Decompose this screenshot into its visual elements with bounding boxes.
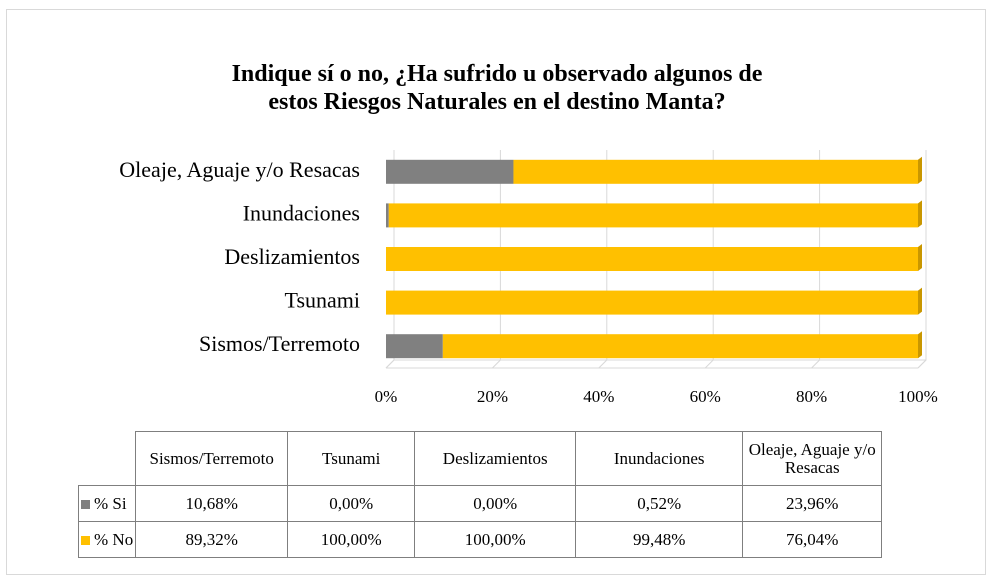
x-tick-label: 60% xyxy=(690,387,721,406)
bar-side xyxy=(918,244,922,271)
x-tick-label: 20% xyxy=(477,387,508,406)
bar-side xyxy=(918,156,922,184)
x-tick-label: 40% xyxy=(583,387,614,406)
category-label: Oleaje, Aguaje y/o Resacas xyxy=(119,157,360,182)
table-value: 0,52% xyxy=(575,485,744,522)
table-value: 100,00% xyxy=(414,521,577,558)
legend-label: % Si xyxy=(94,493,127,513)
legend-cell: % No xyxy=(77,521,137,558)
table-header: Deslizamientos xyxy=(414,431,577,486)
bar-side xyxy=(918,331,922,359)
category-label: Inundaciones xyxy=(243,200,360,225)
chart-frame xyxy=(6,9,986,575)
table-value: 23,96% xyxy=(742,485,883,522)
legend-label: % No xyxy=(94,529,134,549)
table-header: Sismos/Terremoto xyxy=(135,431,289,486)
bar-segment xyxy=(442,334,918,359)
x-tick-label: 80% xyxy=(796,387,827,406)
table-value: 99,48% xyxy=(575,521,744,558)
legend-swatch xyxy=(81,535,90,545)
table-value: 89,32% xyxy=(135,521,289,558)
category-label: Deslizamientos xyxy=(224,244,360,269)
category-label: Tsunami xyxy=(285,288,360,313)
table-row: % Si 10,68% 0,00% 0,00% 0,52% 23,96% xyxy=(77,485,883,522)
table-value: 100,00% xyxy=(287,521,416,558)
table-header: Inundaciones xyxy=(575,431,744,486)
legend-cell: % Si xyxy=(77,485,137,522)
data-table: Sismos/Terremoto Tsunami Deslizamientos Inu… xyxy=(77,431,883,558)
table-row: % No 89,32% 100,00% 100,00% 99,48% 76,04% xyxy=(77,521,883,558)
bar-segment xyxy=(386,334,443,359)
category-label: Sismos/Terremoto xyxy=(199,331,360,356)
table-header: Oleaje, Aguaje y/o Resacas xyxy=(742,431,883,486)
legend-swatch xyxy=(81,499,90,509)
bar-segment xyxy=(386,247,918,271)
table-header-row: Sismos/Terremoto Tsunami Deslizamientos Inu… xyxy=(78,431,883,486)
bar-side xyxy=(918,200,922,228)
x-tick-label: 100% xyxy=(898,387,938,406)
bar-segment xyxy=(388,203,919,228)
table-header: Tsunami xyxy=(287,431,416,486)
bar-segment xyxy=(386,290,918,315)
table-corner xyxy=(78,431,137,486)
table-value: 10,68% xyxy=(135,485,289,522)
bar-segment xyxy=(386,159,514,184)
table-value: 76,04% xyxy=(742,521,883,558)
x-tick-label: 0% xyxy=(375,387,398,406)
chart-title: Indique sí o no, ¿Ha sufrido u observado… xyxy=(232,61,763,115)
bar-segment xyxy=(513,159,918,184)
table-value: 0,00% xyxy=(414,485,577,522)
bar-side xyxy=(918,287,922,315)
grid-line xyxy=(917,150,927,369)
table-value: 0,00% xyxy=(287,485,416,522)
bar-segment xyxy=(386,203,389,228)
